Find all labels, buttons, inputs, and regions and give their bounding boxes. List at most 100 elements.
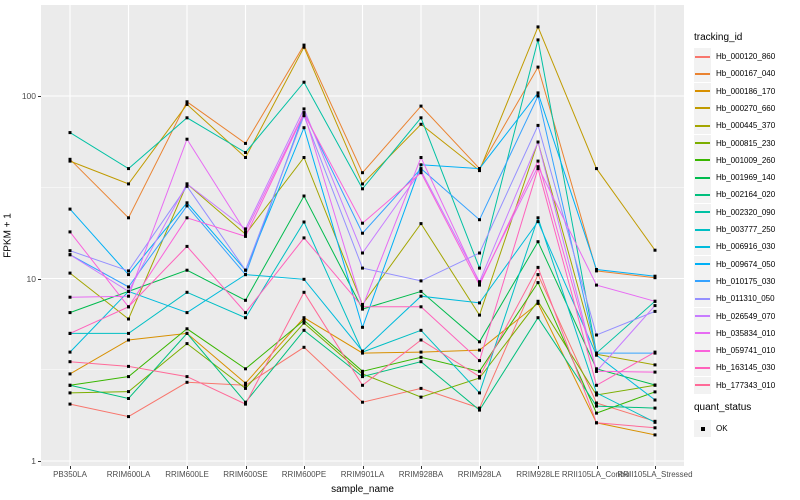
legend-entry-label: Hb_163145_030 xyxy=(716,363,776,373)
legend-key xyxy=(694,342,711,360)
data-point xyxy=(419,395,423,399)
data-point xyxy=(68,249,72,253)
data-point xyxy=(536,159,540,163)
legend-key-line-icon xyxy=(695,107,710,110)
data-point xyxy=(185,342,189,346)
data-point xyxy=(478,359,481,363)
data-point xyxy=(185,184,189,188)
legend-key-line-icon xyxy=(695,176,710,179)
data-point xyxy=(244,156,247,159)
x-tick-label-RRIM600LE: RRIM600LE xyxy=(165,470,209,479)
data-point xyxy=(244,400,247,404)
data-point xyxy=(653,398,657,402)
legend-key xyxy=(694,134,711,152)
legend-key xyxy=(694,359,711,377)
legend-entry-label: Hb_000445_370 xyxy=(716,121,776,131)
data-point xyxy=(127,182,130,186)
data-point xyxy=(361,251,364,255)
x-tick-label-RRIM600PE: RRIM600PE xyxy=(281,470,327,479)
legend-key xyxy=(694,48,711,65)
data-point xyxy=(361,182,364,186)
data-point xyxy=(244,232,247,236)
x-tick-mark xyxy=(362,466,364,469)
legend-key xyxy=(694,255,711,273)
data-point xyxy=(595,268,598,271)
data-point xyxy=(302,236,306,240)
legend-entry-label: Hb_002164_020 xyxy=(716,190,776,200)
data-point xyxy=(244,273,247,277)
legend-entry-label: Hb_001009_260 xyxy=(716,155,776,165)
data-point xyxy=(536,65,540,69)
data-point xyxy=(653,309,657,313)
data-point xyxy=(302,220,306,224)
data-point xyxy=(244,367,247,371)
data-point xyxy=(127,317,130,321)
data-point xyxy=(244,386,247,390)
data-point xyxy=(536,316,540,320)
data-point xyxy=(419,104,423,108)
data-point xyxy=(478,281,481,285)
legend-key-line-icon xyxy=(695,332,710,335)
data-point xyxy=(68,157,72,161)
legend-key xyxy=(694,186,711,204)
legend-entry-label: Hb_002320_090 xyxy=(716,207,776,217)
data-point xyxy=(127,397,130,400)
data-point xyxy=(653,406,657,410)
data-point xyxy=(302,345,306,349)
data-point xyxy=(653,383,657,387)
legend-key xyxy=(694,117,711,135)
data-point xyxy=(302,316,306,320)
legend-entry-label: Hb_000270_660 xyxy=(716,103,776,113)
legend-key-line-icon xyxy=(695,228,710,231)
data-point xyxy=(127,216,130,220)
data-point xyxy=(478,218,481,222)
data-point xyxy=(419,116,423,120)
data-point xyxy=(419,355,423,359)
data-point xyxy=(595,367,598,371)
data-point xyxy=(361,383,364,387)
data-point xyxy=(244,316,247,320)
data-point xyxy=(536,25,540,29)
data-point xyxy=(595,421,598,425)
data-point xyxy=(244,311,247,315)
y-tick-label: 10 xyxy=(26,273,36,284)
data-point xyxy=(185,204,189,208)
y-tick-label: 1 xyxy=(31,456,36,466)
data-point xyxy=(653,420,657,424)
data-point xyxy=(244,383,247,387)
data-point xyxy=(653,363,657,367)
data-point xyxy=(68,311,72,315)
legend-title-tracking-id: tracking_id xyxy=(694,32,743,43)
data-point xyxy=(595,401,598,405)
data-point xyxy=(536,94,540,98)
legend-key xyxy=(694,238,711,256)
legend-entry-label: Hb_009674_050 xyxy=(716,259,776,269)
legend-entry-label: Hb_003777_250 xyxy=(716,225,776,234)
data-point xyxy=(302,328,306,332)
data-point xyxy=(419,294,423,298)
legend-key xyxy=(694,376,711,394)
data-point xyxy=(68,360,72,364)
legend-key-line-icon xyxy=(695,159,710,162)
x-tick-label-RRIM928LA: RRIM928LA xyxy=(457,470,502,479)
data-point xyxy=(361,171,364,175)
legend-key-ok xyxy=(694,420,711,437)
legend-key xyxy=(694,307,711,325)
x-tick-mark xyxy=(596,466,598,469)
data-point xyxy=(185,375,189,379)
data-point xyxy=(127,331,130,335)
x-tick-mark xyxy=(128,466,130,469)
ok-square-point-icon xyxy=(701,427,705,431)
data-point xyxy=(595,383,598,387)
data-point xyxy=(185,100,189,104)
data-point xyxy=(244,151,247,154)
x-tick-label-RRIM600LA: RRIM600LA xyxy=(106,470,151,479)
x-tick-label-RRIM600SE: RRIM600SE xyxy=(223,470,268,479)
legend-key-line-icon xyxy=(695,55,710,58)
legend-key-line-icon xyxy=(695,72,710,75)
data-point xyxy=(185,216,189,220)
data-point xyxy=(302,277,306,281)
data-point xyxy=(244,234,247,238)
data-point xyxy=(595,404,598,408)
data-point xyxy=(419,360,423,364)
